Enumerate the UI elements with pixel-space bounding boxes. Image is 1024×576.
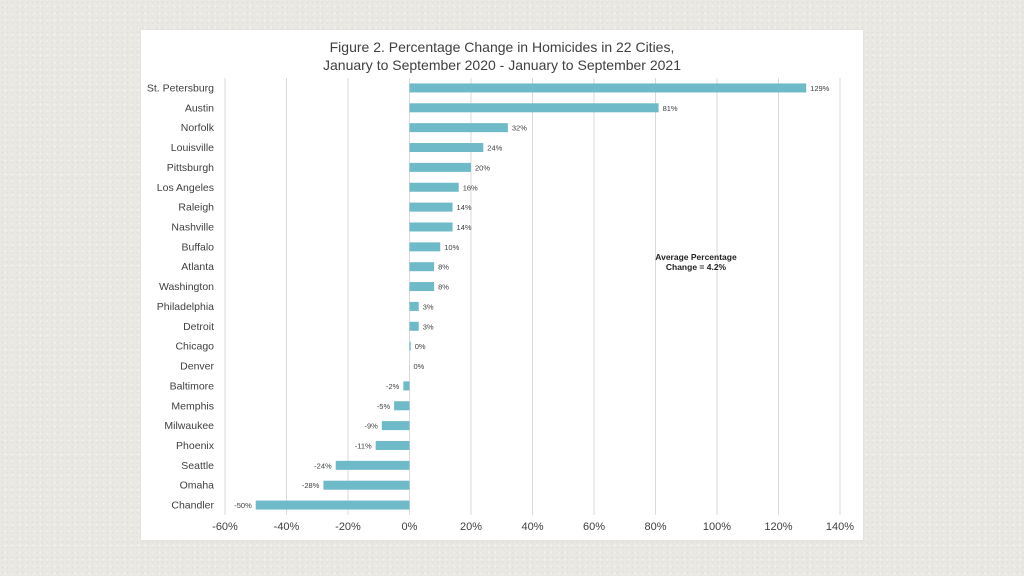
data-labels: 129% 81% 32% 24% 20% 16% 14% 14% 10% 8% 8% 3% 3% 0% 0%… <box>234 84 829 510</box>
chart-title-line-1: Figure 2. Percentage Change in Homicides… <box>329 39 675 55</box>
x-tick-label: -60% <box>212 521 238 533</box>
chart-subtitle: January to September 2020 - January to S… <box>323 57 681 73</box>
bar <box>394 401 410 411</box>
bar <box>409 262 435 272</box>
bar <box>409 202 453 212</box>
category-label: Detroit <box>183 321 214 333</box>
x-tick-label: 120% <box>764 521 792 533</box>
x-tick-label: 60% <box>583 521 605 533</box>
x-tick-label: -20% <box>335 521 361 533</box>
category-label: Norfolk <box>181 122 215 134</box>
bar <box>335 460 410 470</box>
data-label: 20% <box>475 163 490 172</box>
data-label: -5% <box>377 402 391 411</box>
data-label: 0% <box>414 362 425 371</box>
category-label: Nashville <box>171 221 214 233</box>
average-annotation: Average Percentage Change = 4.2% <box>621 252 771 272</box>
category-label: Atlanta <box>181 261 214 273</box>
data-label: -24% <box>314 461 332 470</box>
bar <box>381 421 410 431</box>
chart-title: Figure 2. Percentage Change in Homicides… <box>141 38 863 74</box>
x-tick-label: 140% <box>826 521 854 533</box>
category-label: Denver <box>180 361 214 373</box>
category-label: Washington <box>159 281 214 293</box>
data-label: 32% <box>512 124 527 133</box>
x-tick-label: 80% <box>644 521 666 533</box>
bar <box>375 440 410 450</box>
bar <box>409 182 459 192</box>
category-label: Raleigh <box>178 202 214 214</box>
category-label: Chandler <box>171 500 214 512</box>
data-label: 16% <box>463 183 478 192</box>
bars <box>255 83 807 510</box>
category-label: Milwaukee <box>164 420 214 432</box>
bar <box>409 321 419 331</box>
bar <box>409 103 659 113</box>
x-tick-label: -40% <box>274 521 300 533</box>
category-label: Baltimore <box>170 380 215 392</box>
data-label: 10% <box>444 243 459 252</box>
data-label: -9% <box>364 422 378 431</box>
x-tick-label: 20% <box>460 521 482 533</box>
bar <box>409 301 419 311</box>
chart-card: Figure 2. Percentage Change in Homicides… <box>141 30 863 540</box>
bar <box>403 381 410 391</box>
category-label: Philadelphia <box>157 301 214 313</box>
category-label: Louisville <box>171 142 214 154</box>
bar <box>409 341 411 351</box>
annotation-line-2: Change = 4.2% <box>665 262 727 272</box>
data-label: 0% <box>415 342 426 351</box>
data-label: -2% <box>386 382 400 391</box>
category-label: Omaha <box>180 480 215 492</box>
category-label: Seattle <box>181 460 214 472</box>
category-label: Pittsburgh <box>167 162 214 174</box>
bar <box>409 143 484 153</box>
bar <box>409 162 471 172</box>
data-label: 81% <box>663 104 678 113</box>
annotation-line-1: Average Percentage <box>655 252 737 262</box>
data-label: 3% <box>423 302 434 311</box>
category-label: Chicago <box>175 341 214 353</box>
x-tick-label: 40% <box>521 521 543 533</box>
gridlines <box>224 78 841 515</box>
data-label: -50% <box>234 501 252 510</box>
bar <box>255 500 410 510</box>
data-label: 14% <box>457 203 472 212</box>
bar <box>323 480 410 490</box>
category-label: Austin <box>185 102 214 114</box>
data-label: 3% <box>423 322 434 331</box>
data-label: 8% <box>438 263 449 272</box>
bar <box>409 282 435 292</box>
data-label: -28% <box>302 481 320 490</box>
x-tick-label: 0% <box>402 521 418 533</box>
bar <box>409 222 453 232</box>
data-label: 14% <box>457 223 472 232</box>
data-label: -11% <box>355 441 372 450</box>
category-label: Memphis <box>171 400 214 412</box>
x-tick-label: 100% <box>703 521 731 533</box>
data-label: 24% <box>487 144 502 153</box>
x-axis-ticks: -60% -40% -20% 0% 20% 40% 60% 80% 100% 120% 140% <box>212 521 854 533</box>
bar <box>409 123 508 133</box>
category-label: Phoenix <box>176 440 215 452</box>
bar-chart: St. Petersburg Austin Norfolk Louisville Pit… <box>147 78 854 533</box>
data-label: 129% <box>810 84 830 93</box>
category-label: St. Petersburg <box>147 82 214 94</box>
category-label: Buffalo <box>182 241 215 253</box>
category-labels: St. Petersburg Austin Norfolk Louisville Pit… <box>147 82 215 511</box>
bar <box>409 83 807 93</box>
data-label: 8% <box>438 283 449 292</box>
bar <box>409 242 441 252</box>
category-label: Los Angeles <box>157 182 214 194</box>
